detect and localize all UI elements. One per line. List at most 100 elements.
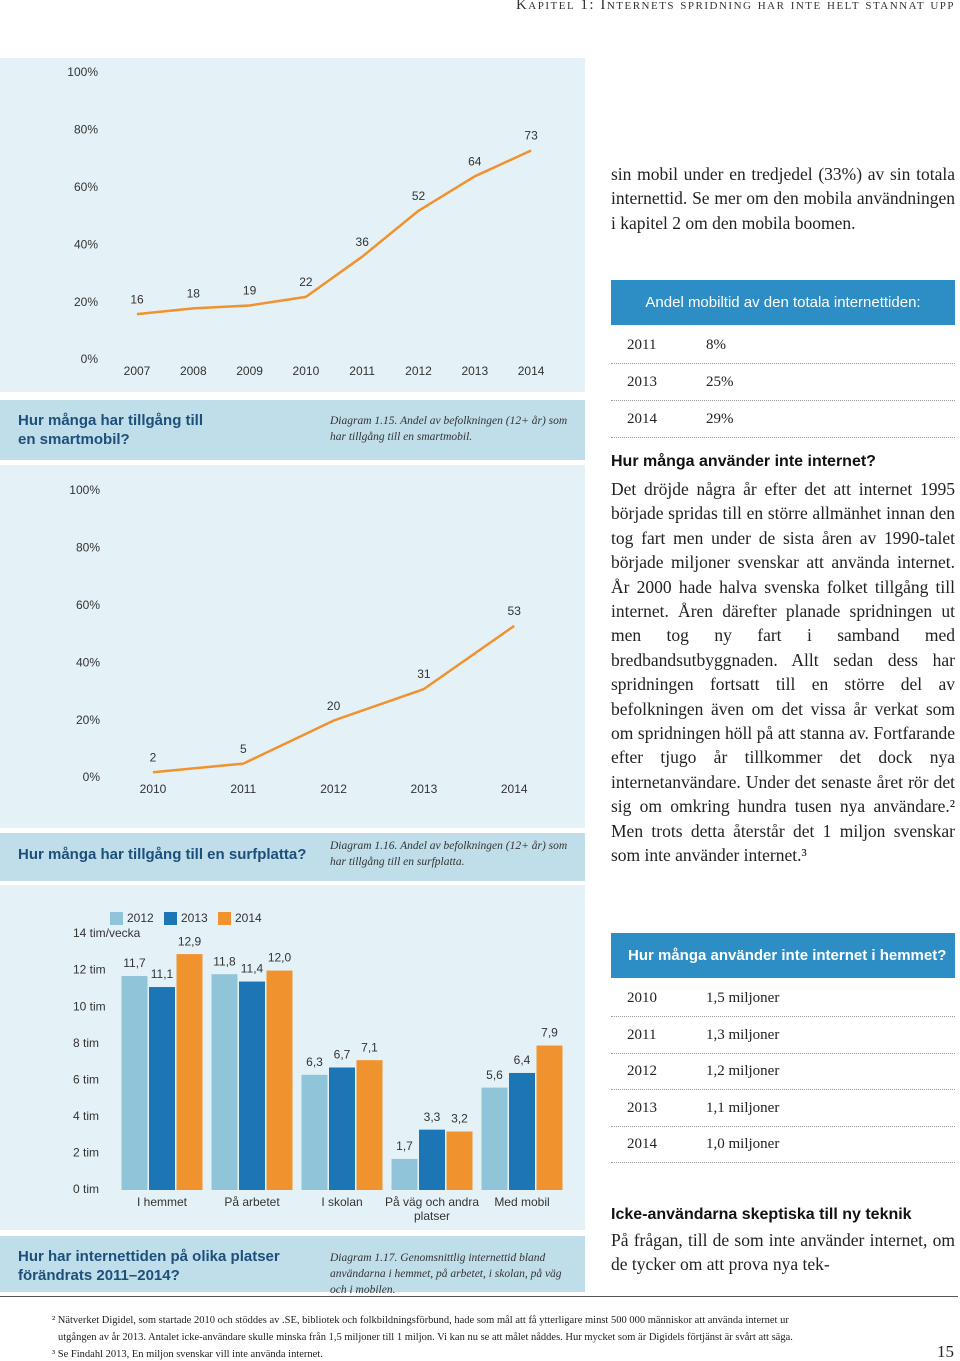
- table-row: 2014 29%: [611, 401, 955, 438]
- data-label: 6,3: [306, 1055, 323, 1069]
- data-label: 11,7: [123, 956, 146, 970]
- data-label: 2: [150, 750, 157, 764]
- legend-swatch: [110, 912, 123, 925]
- intro-text: sin mobil under en tredjedel (33%) av si…: [611, 164, 955, 233]
- legend-label: 2014: [235, 911, 262, 925]
- y-tick-label: 8 tim: [73, 1036, 99, 1050]
- chart-title: Hur många har tillgång till en smartmobi…: [18, 412, 204, 448]
- bar: [481, 1087, 508, 1190]
- data-label: 36: [356, 235, 370, 249]
- chart-panel: [0, 58, 585, 392]
- footer-rule: [0, 1296, 958, 1297]
- data-label: 64: [468, 154, 482, 168]
- y-tick-label: 12 tim: [73, 963, 106, 977]
- x-tick-label: 2008: [180, 364, 207, 378]
- y-tick-label: 100%: [67, 65, 98, 79]
- year: 2010: [627, 990, 657, 1006]
- bar: [211, 974, 238, 1190]
- chart-caption: Diagram 1.17. Genomsnittlig internettid …: [330, 1252, 562, 1296]
- value: 1,0 miljoner: [706, 1136, 780, 1153]
- y-tick-label: 0 tim: [73, 1182, 99, 1196]
- y-tick-label: 20%: [74, 295, 98, 309]
- chart-band: [0, 1236, 585, 1292]
- footnote: ² Nätverket Digidel, som startade 2010 o…: [52, 1315, 793, 1343]
- year: 2012: [627, 1063, 657, 1080]
- legend-label: 2013: [181, 911, 208, 925]
- bar: [391, 1158, 418, 1190]
- year: 2014: [627, 1136, 657, 1153]
- value: 8%: [706, 337, 726, 353]
- y-tick-label: 0%: [83, 770, 101, 784]
- bar: [266, 970, 293, 1190]
- bar: [149, 987, 175, 1190]
- data-label: 7,1: [361, 1040, 378, 1054]
- chart-panel: [0, 465, 585, 828]
- box-title: Andel mobiltid av den totala internettid…: [611, 280, 955, 325]
- data-label: 18: [187, 287, 201, 301]
- data-label: 6,7: [334, 1048, 351, 1062]
- body-text: På frågan, till de som inte använder int…: [611, 1230, 955, 1275]
- bar: [356, 1060, 383, 1190]
- bar: [509, 1072, 535, 1190]
- bar: [121, 976, 148, 1190]
- data-label: 20: [327, 699, 341, 713]
- data-label: 16: [130, 292, 144, 306]
- y-tick-label: 40%: [74, 237, 98, 251]
- chart-band: [0, 400, 585, 460]
- x-tick-label: 2013: [411, 782, 438, 796]
- x-tick-label: 2013: [461, 364, 488, 378]
- table-row: 2010 1,5 miljoner: [611, 980, 955, 1017]
- chart-caption: Diagram 1.16. Andel av befolkningen (12+…: [330, 840, 568, 868]
- data-label: 12,9: [178, 934, 202, 948]
- footnote: ³ Se Findahl 2013, En miljon svenskar vi…: [52, 1349, 323, 1360]
- y-tick-label: 100%: [69, 483, 100, 497]
- bar: [446, 1131, 473, 1190]
- value: 25%: [706, 374, 734, 390]
- y-tick-label: 60%: [74, 180, 98, 194]
- year: 2011: [627, 337, 657, 353]
- y-tick-label: 2 tim: [73, 1146, 99, 1160]
- x-tick-label: På arbetet: [224, 1195, 280, 1209]
- chart-title: Hur har internettiden på olika platser f…: [18, 1248, 280, 1284]
- running-header: Kapitel 1: Internets spridning har inte …: [515, 0, 955, 13]
- y-tick-label: 0%: [81, 352, 99, 366]
- x-tick-label: Med mobil: [494, 1195, 550, 1209]
- y-tick-label: 10 tim: [73, 999, 106, 1013]
- bar: [536, 1045, 563, 1190]
- x-tick-label: 2007: [124, 364, 151, 378]
- y-tick-label: 40%: [76, 655, 100, 669]
- x-tick-label: 2012: [320, 782, 347, 796]
- data-label: 19: [243, 284, 257, 298]
- x-tick-label: 2009: [236, 364, 263, 378]
- value: 1,5 miljoner: [706, 990, 780, 1006]
- y-tick-label: 6 tim: [73, 1072, 99, 1086]
- year: 2013: [627, 1099, 657, 1116]
- y-tick-label: 80%: [74, 123, 98, 137]
- legend-swatch: [164, 912, 177, 925]
- data-label: 53: [508, 604, 522, 618]
- x-tick-label: 2011: [349, 364, 375, 378]
- y-tick-label: 60%: [76, 598, 100, 612]
- y-tick-label: 14 tim/vecka: [73, 926, 141, 940]
- page-number: 15: [937, 1342, 954, 1361]
- year: 2011: [627, 1026, 657, 1043]
- year: 2013: [627, 374, 657, 390]
- data-label: 6,4: [514, 1053, 531, 1067]
- section-heading: Icke-användarna skeptiska till ny teknik: [611, 1206, 912, 1223]
- bar: [239, 981, 265, 1190]
- x-tick-label: 2011: [230, 782, 256, 796]
- value: 1,2 miljoner: [706, 1063, 780, 1080]
- chart-title: Hur många har tillgång till en surfplatt…: [18, 846, 307, 863]
- table-row: 2011 8%: [611, 327, 955, 364]
- data-label: 11,8: [213, 954, 236, 968]
- data-label: 22: [299, 275, 313, 289]
- data-line: [136, 149, 532, 316]
- body-text: Det dröjde några år efter det att intern…: [611, 479, 955, 866]
- value: 29%: [706, 411, 734, 427]
- data-label: 1,7: [396, 1139, 413, 1153]
- data-label: 11,4: [241, 962, 264, 976]
- data-label: 3,3: [424, 1110, 441, 1124]
- section-heading: Hur många använder inte internet?: [611, 453, 876, 470]
- y-tick-label: 80%: [76, 541, 100, 555]
- data-label: 52: [412, 189, 426, 203]
